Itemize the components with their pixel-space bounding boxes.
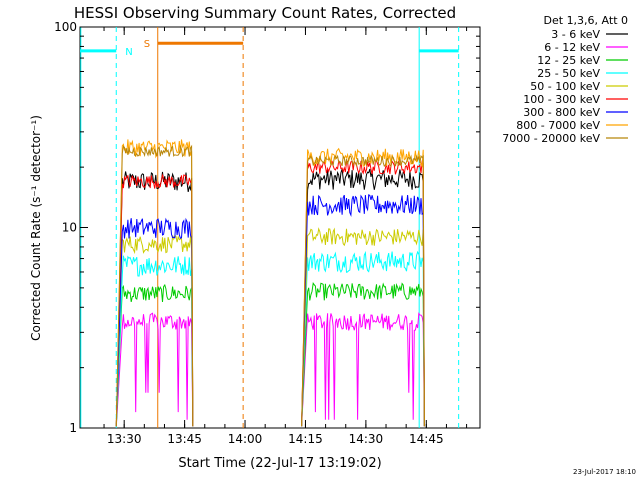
legend-label-6: 300 - 800 keV: [523, 106, 600, 119]
y-tick-label-1: 10: [62, 221, 77, 235]
series-4-interval-1: [301, 227, 425, 427]
y-axis-label: Corrected Count Rate (s⁻¹ detector⁻¹): [29, 115, 43, 341]
series-5-interval-0: [115, 173, 194, 427]
legend-title: Det 1,3,6, Att 0: [544, 14, 628, 27]
y-tick-label-0: 1: [69, 421, 77, 435]
legend-label-3: 25 - 50 keV: [537, 67, 600, 80]
legend-label-0: 3 - 6 keV: [551, 28, 600, 41]
y-tick-label-2: 100: [54, 20, 77, 34]
series-3-interval-1: [301, 250, 425, 427]
legend-label-4: 50 - 100 keV: [530, 80, 600, 93]
series-8-interval-0: [115, 144, 194, 427]
legend-label-7: 800 - 7000 keV: [516, 119, 600, 132]
series-3-interval-0: [115, 255, 194, 427]
legend-label-1: 6 - 12 keV: [544, 41, 600, 54]
x-axis-label: Start Time (22-Jul-17 13:19:02): [178, 456, 381, 471]
series-4-interval-0: [115, 235, 194, 427]
saa-label: S: [144, 39, 150, 50]
series-2-interval-1: [301, 282, 425, 427]
plot-layer: NS: [80, 27, 460, 428]
series-5-interval-1: [301, 159, 425, 427]
x-tick-label-0: 13:30: [107, 432, 142, 446]
series-6-interval-1: [301, 194, 425, 427]
chart-title: HESSI Observing Summary Count Rates, Cor…: [74, 4, 456, 22]
x-tick-label-4: 14:30: [349, 432, 384, 446]
series-6-interval-0: [115, 217, 194, 427]
timestamp: 23-Jul-2017 18:10: [573, 468, 636, 476]
night-label: N: [125, 47, 132, 58]
series-1-interval-0: [115, 312, 194, 427]
series-0-interval-1: [301, 168, 425, 427]
legend-label-2: 12 - 25 keV: [537, 54, 600, 67]
legend-label-8: 7000 - 20000 keV: [502, 132, 600, 145]
legend-label-5: 100 - 300 keV: [523, 93, 600, 106]
series-8-interval-1: [301, 154, 425, 427]
x-tick-label-1: 13:45: [167, 432, 202, 446]
x-tick-label-3: 14:15: [288, 432, 323, 446]
x-tick-label-5: 14:45: [409, 432, 444, 446]
series-1-interval-1: [301, 312, 425, 427]
x-tick-label-2: 14:00: [228, 432, 263, 446]
axis-layer: 13:30 13:45 14:00 14:15 14:30 14:45 1 10 100: [54, 20, 480, 446]
plot-frame: [79, 26, 481, 429]
series-2-interval-0: [115, 283, 194, 427]
series-0-interval-0: [115, 171, 194, 427]
